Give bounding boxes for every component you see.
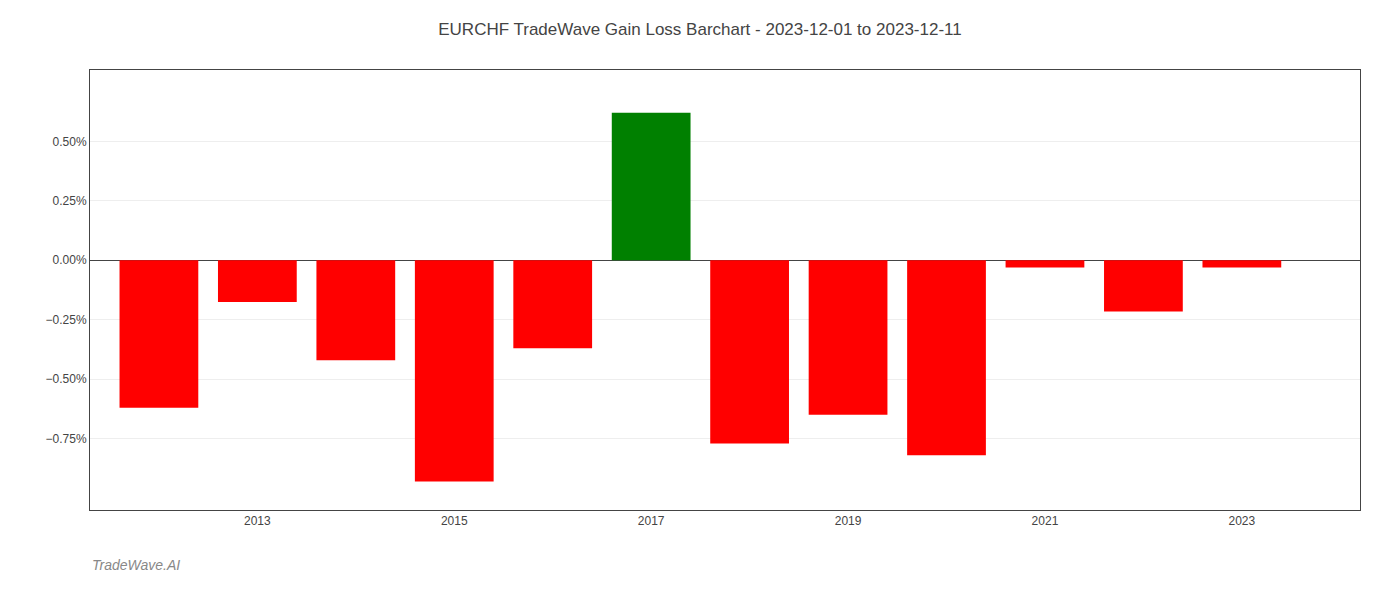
svg-text:2019: 2019 [835,514,862,528]
svg-text:0.00%: 0.00% [53,253,87,267]
svg-text:0.25%: 0.25% [53,194,87,208]
svg-text:TradeWave.AI: TradeWave.AI [92,557,180,573]
svg-text:0.50%: 0.50% [53,135,87,149]
svg-text:2021: 2021 [1032,514,1059,528]
svg-text:−0.75%: −0.75% [46,432,87,446]
svg-text:2017: 2017 [638,514,665,528]
svg-text:−0.25%: −0.25% [46,313,87,327]
svg-text:EURCHF TradeWave Gain Loss Bar: EURCHF TradeWave Gain Loss Barchart - 20… [438,20,961,39]
svg-text:2023: 2023 [1229,514,1256,528]
svg-text:2015: 2015 [441,514,468,528]
svg-text:−0.50%: −0.50% [46,372,87,386]
svg-text:2013: 2013 [244,514,271,528]
